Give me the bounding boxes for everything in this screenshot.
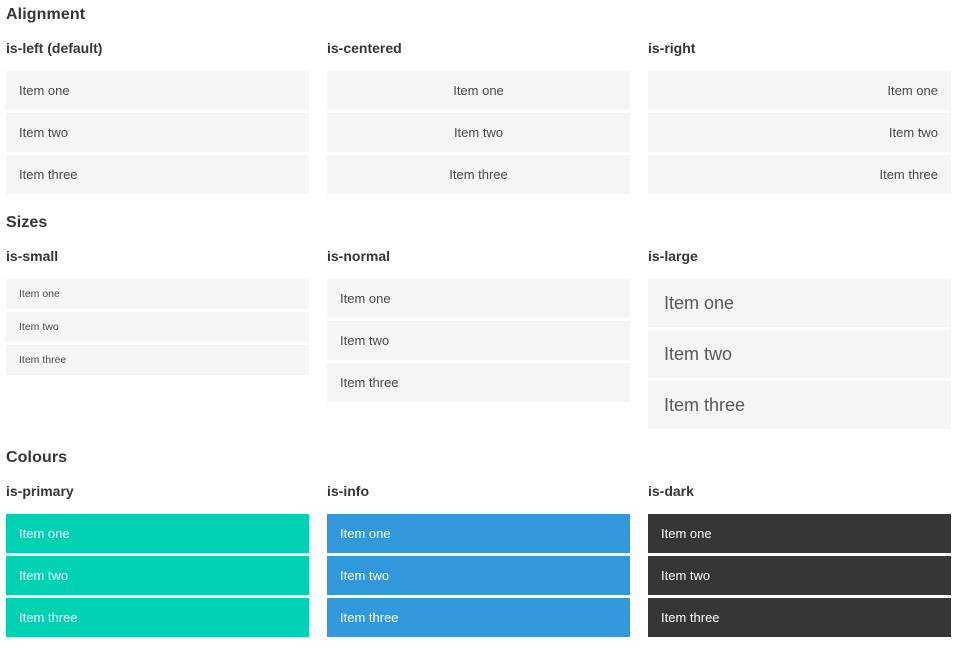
section-title-sizes: Sizes [6,214,48,231]
list-group-is-small: is-small Item one Item two Item three [6,248,309,375]
list-item[interactable]: Item two [648,330,951,378]
item-list: Item one Item two Item three [648,71,951,194]
item-list: Item one Item two Item three [327,514,630,637]
list-item[interactable]: Item three [648,381,951,429]
list-item[interactable]: Item two [6,312,309,342]
list-group-is-left: is-left (default) Item one Item two Item… [6,40,309,194]
list-item[interactable]: Item two [327,556,630,595]
item-list: Item one Item two Item three [327,71,630,194]
item-list: Item one Item two Item three [648,514,951,637]
list-item[interactable]: Item one [648,279,951,327]
list-item[interactable]: Item one [6,71,309,110]
list-item[interactable]: Item three [327,155,630,194]
list-group-is-right: is-right Item one Item two Item three [648,40,951,194]
list-item[interactable]: Item one [327,279,630,318]
list-item[interactable]: Item three [6,155,309,194]
group-label-is-normal: is-normal [327,248,391,264]
list-item[interactable]: Item three [327,363,630,402]
list-item[interactable]: Item two [327,321,630,360]
section-title-colours: Colours [6,449,68,466]
list-group-is-normal: is-normal Item one Item two Item three [327,248,630,402]
list-item[interactable]: Item three [6,598,309,637]
item-list: Item one Item two Item three [648,279,951,429]
group-label-is-primary: is-primary [6,483,74,499]
list-item[interactable]: Item one [648,514,951,553]
group-label-is-small: is-small [6,248,59,264]
list-item[interactable]: Item three [327,598,630,637]
list-item[interactable]: Item one [6,279,309,309]
list-item[interactable]: Item two [327,113,630,152]
group-label-is-right: is-right [648,40,696,56]
item-list: Item one Item two Item three [6,514,309,637]
list-item[interactable]: Item two [648,556,951,595]
list-group-is-centered: is-centered Item one Item two Item three [327,40,630,194]
item-list: Item one Item two Item three [327,279,630,402]
list-item[interactable]: Item one [648,71,951,110]
group-label-is-dark: is-dark [648,483,694,499]
colours-grid: is-primary Item one Item two Item three … [6,483,951,637]
list-item[interactable]: Item one [6,514,309,553]
list-item[interactable]: Item three [648,155,951,194]
alignment-grid: is-left (default) Item one Item two Item… [6,40,951,194]
list-item[interactable]: Item one [327,71,630,110]
list-item[interactable]: Item three [6,345,309,375]
list-item[interactable]: Item two [6,113,309,152]
list-group-is-info: is-info Item one Item two Item three [327,483,630,637]
list-group-is-primary: is-primary Item one Item two Item three [6,483,309,637]
item-list: Item one Item two Item three [6,279,309,375]
list-item[interactable]: Item one [327,514,630,553]
list-group-is-dark: is-dark Item one Item two Item three [648,483,951,637]
list-item[interactable]: Item three [648,598,951,637]
item-list: Item one Item two Item three [6,71,309,194]
group-label-is-large: is-large [648,248,698,264]
group-label-is-left: is-left (default) [6,40,103,56]
group-label-is-centered: is-centered [327,40,402,56]
list-item[interactable]: Item two [6,556,309,595]
group-label-is-info: is-info [327,483,369,499]
list-group-is-large: is-large Item one Item two Item three [648,248,951,429]
list-item[interactable]: Item two [648,113,951,152]
sizes-grid: is-small Item one Item two Item three is… [6,248,951,429]
section-title-alignment: Alignment [6,6,86,23]
